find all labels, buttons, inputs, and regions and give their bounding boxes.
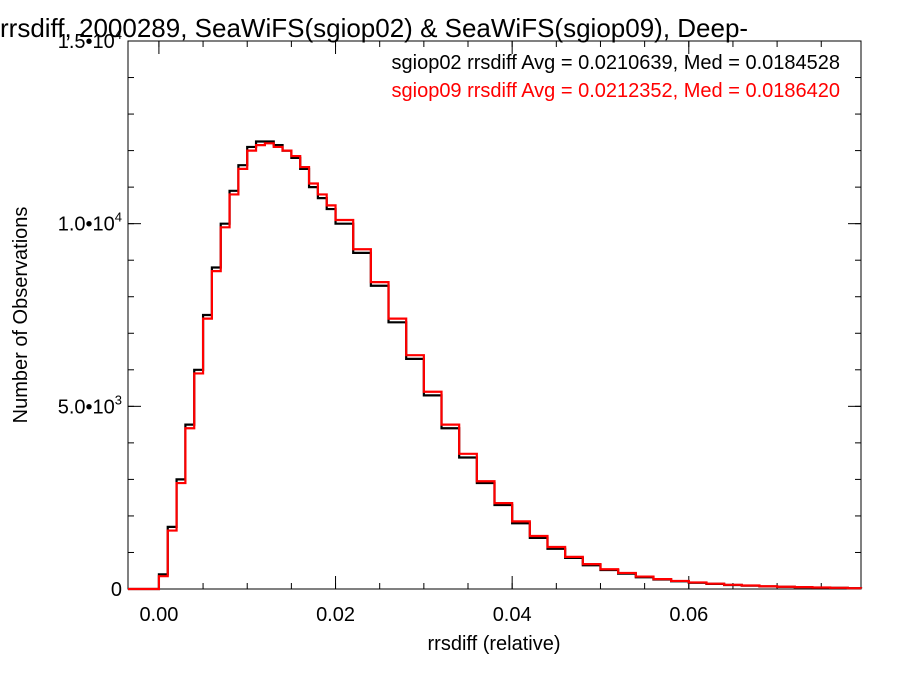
series-line-1 xyxy=(128,142,863,591)
chart-title: rrsdiff, 2000289, SeaWiFS(sgiop02) & Sea… xyxy=(0,13,748,43)
y-tick-mantissa: 1.0•10 xyxy=(58,214,115,236)
x-axis-label: rrsdiff (relative) xyxy=(428,633,561,655)
y-tick-mantissa: 1.5•10 xyxy=(58,31,115,53)
x-tick-label: 0.00 xyxy=(139,604,178,626)
x-tick-label: 0.04 xyxy=(493,604,532,626)
y-axis-label: Number of Observations xyxy=(10,207,32,424)
y-tick-mantissa: 5.0•10 xyxy=(58,396,115,418)
y-tick-mantissa: 0 xyxy=(111,579,122,601)
minor-ticks xyxy=(128,40,861,590)
series-layer xyxy=(128,140,863,591)
x-axis: 0.00 0.02 0.04 0.06 xyxy=(139,41,708,626)
y-tick-exponent: 3 xyxy=(115,392,122,407)
y-tick-label: 5.0•103 xyxy=(58,392,122,418)
legend-entry-sgiop02: sgiop02 rrsdiff Avg = 0.0210639, Med = 0… xyxy=(392,52,841,74)
legend: sgiop02 rrsdiff Avg = 0.0210639, Med = 0… xyxy=(392,52,841,102)
plot-frame xyxy=(127,40,862,590)
x-tick-label: 0.06 xyxy=(669,604,708,626)
y-tick-label: 1.5•104 xyxy=(58,27,122,53)
legend-entry-sgiop09: sgiop09 rrsdiff Avg = 0.0212352, Med = 0… xyxy=(392,80,841,102)
x-tick-label: 0.02 xyxy=(316,604,355,626)
y-tick-label: 0 xyxy=(111,579,122,601)
y-tick-exponent: 4 xyxy=(115,27,122,42)
series-line-0 xyxy=(128,140,863,591)
y-tick-exponent: 4 xyxy=(115,210,122,225)
y-tick-label: 1.0•104 xyxy=(58,210,122,236)
